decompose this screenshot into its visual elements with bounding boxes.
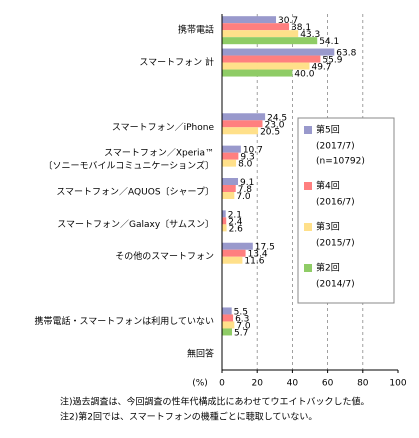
bar xyxy=(222,55,321,63)
x-tick-label: 100 xyxy=(389,379,406,389)
value-label: 2.1 xyxy=(228,210,242,220)
legend-period: (2015/7) xyxy=(316,239,355,249)
bar xyxy=(222,192,235,199)
value-label: 20.5 xyxy=(260,127,280,137)
bar xyxy=(222,314,234,322)
value-label: 55.9 xyxy=(322,56,342,66)
category-label: 無回答 xyxy=(187,347,214,359)
bar xyxy=(222,307,232,315)
legend-box xyxy=(297,117,395,304)
x-tick-label: 80 xyxy=(357,379,369,389)
value-label: 30.7 xyxy=(278,16,298,26)
value-label: 43.3 xyxy=(300,30,320,40)
bar xyxy=(222,37,318,45)
bar xyxy=(222,249,246,257)
value-label: 24.5 xyxy=(267,113,287,123)
category-label: 〔ソニーモバイルコミュニケーションズ〕 xyxy=(44,160,214,172)
x-tick-label: 0 xyxy=(219,379,225,389)
value-label: 23.0 xyxy=(264,120,284,130)
legend-swatch xyxy=(304,182,312,190)
bar xyxy=(222,328,233,336)
bar xyxy=(222,178,239,185)
legend-sample: (n=10792) xyxy=(316,157,365,167)
category-label: 携帯電話・スマートフォンは利用していない xyxy=(35,315,214,327)
bar xyxy=(222,113,266,121)
category-label: スマートフォン／AQUOS〔シャープ〕 xyxy=(56,187,214,198)
value-label: 9.1 xyxy=(240,178,254,188)
value-label: 54.1 xyxy=(319,37,339,47)
bar xyxy=(222,210,226,218)
bar xyxy=(222,16,277,24)
legend-swatch xyxy=(304,126,312,134)
value-label: 7.8 xyxy=(238,185,253,195)
legend-label: 第2回 xyxy=(316,262,340,274)
note: 注)過去調査は、今回調査の性年代構成比にあわせてウエイトバックした値。 xyxy=(60,396,370,408)
value-label: 6.3 xyxy=(235,314,249,324)
bar xyxy=(222,321,235,329)
value-label: 40.0 xyxy=(294,70,314,80)
legend-swatch xyxy=(304,264,312,272)
legend-period: (2017/7) xyxy=(316,142,355,152)
value-label: 11.6 xyxy=(244,257,264,267)
legend-period: (2016/7) xyxy=(316,198,355,208)
legend-label: 第5回 xyxy=(316,124,340,136)
legend-label: 第3回 xyxy=(316,221,340,233)
category-label: スマートフォン／Xperia™ xyxy=(104,148,214,159)
legend-swatch xyxy=(304,223,312,231)
value-label: 49.7 xyxy=(311,63,331,73)
bar xyxy=(222,185,236,192)
category-label: スマートフォン／iPhone xyxy=(112,122,215,133)
x-tick-label: 60 xyxy=(322,379,334,389)
value-label: 63.8 xyxy=(336,49,356,59)
bar xyxy=(222,30,299,38)
value-label: 5.5 xyxy=(234,307,248,317)
x-tick-label: 20 xyxy=(251,379,263,389)
value-label: 7.0 xyxy=(236,192,251,202)
category-label: スマートフォン／Galaxy〔サムスン〕 xyxy=(57,219,214,230)
bar xyxy=(222,23,290,31)
bar xyxy=(222,242,253,250)
value-label: 2.6 xyxy=(229,224,244,234)
bar xyxy=(222,69,293,77)
category-label: スマートフォン 計 xyxy=(139,56,214,68)
bar xyxy=(222,62,310,70)
value-label: 38.1 xyxy=(291,23,311,33)
category-label: 携帯電話 xyxy=(178,24,214,36)
value-label: 5.7 xyxy=(234,328,248,338)
bar xyxy=(222,152,239,160)
value-label: 9.3 xyxy=(240,153,254,163)
x-axis-label: (%) xyxy=(192,379,208,389)
bar xyxy=(222,127,259,135)
bar xyxy=(222,159,237,167)
value-label: 8.0 xyxy=(238,160,253,170)
legend-period: (2014/7) xyxy=(316,280,355,290)
bar xyxy=(222,120,263,128)
value-label: 10.7 xyxy=(243,146,263,156)
value-label: 2.4 xyxy=(228,217,243,227)
category-label: その他のスマートフォン xyxy=(115,250,214,262)
bar xyxy=(222,217,227,225)
x-tick-label: 40 xyxy=(287,379,299,389)
legend-label: 第4回 xyxy=(316,180,340,192)
note: 注2)第2回では、スマートフォンの機種ごとに聴取していない。 xyxy=(60,411,317,423)
value-label: 13.4 xyxy=(248,250,268,260)
bar xyxy=(222,256,243,264)
bar xyxy=(222,48,335,56)
bar xyxy=(222,145,241,153)
value-label: 17.5 xyxy=(255,243,275,253)
bar xyxy=(222,224,227,232)
value-label: 7.0 xyxy=(236,321,251,331)
